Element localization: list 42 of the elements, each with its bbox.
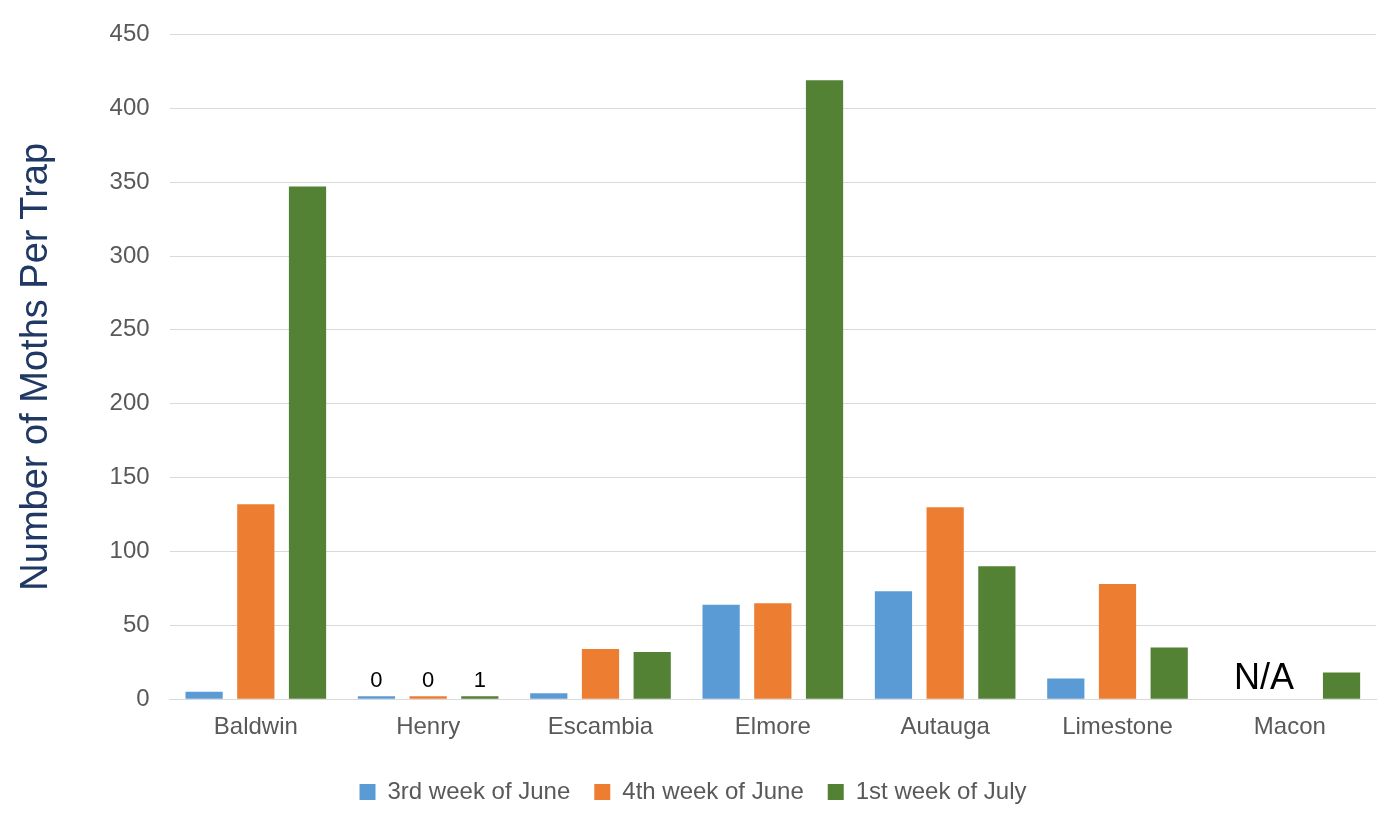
bar — [530, 693, 568, 699]
y-tick-label: 150 — [109, 462, 150, 490]
data-label: 0 — [422, 667, 435, 693]
bar — [702, 604, 740, 699]
x-tick-label: Limestone — [1062, 712, 1173, 740]
bar — [461, 696, 499, 699]
y-tick-label: 250 — [109, 314, 150, 342]
bar — [185, 691, 223, 699]
x-tick-label: Macon — [1253, 712, 1326, 740]
legend-label: 4th week of June — [622, 776, 804, 804]
x-tick-label: Autauga — [900, 712, 991, 740]
bar — [1322, 672, 1361, 699]
bar — [581, 648, 620, 699]
y-tick-label: 200 — [109, 388, 150, 416]
y-tick-label: 300 — [109, 240, 150, 268]
x-tick-label: Baldwin — [213, 712, 298, 740]
bar — [978, 566, 1016, 699]
data-label: 1 — [473, 667, 486, 693]
bar — [237, 504, 275, 699]
bar — [1047, 678, 1085, 699]
annotation: N/A — [1233, 656, 1294, 698]
bar — [288, 186, 327, 699]
bar — [1150, 647, 1188, 699]
bar — [633, 651, 671, 699]
bar — [1098, 583, 1137, 699]
y-tick-label: 450 — [109, 19, 150, 47]
x-tick-label: Escambia — [547, 712, 654, 740]
bar — [874, 591, 913, 699]
y-tick-label: 350 — [109, 166, 150, 194]
y-tick-label: 50 — [122, 609, 150, 637]
legend-label: 3rd week of June — [387, 776, 571, 804]
x-tick-label: Elmore — [734, 712, 811, 740]
y-tick-label: 0 — [136, 683, 150, 711]
bar — [926, 507, 964, 699]
bar — [754, 603, 792, 699]
y-tick-label: 400 — [109, 92, 150, 120]
data-label: 0 — [370, 667, 383, 693]
x-tick-label: Henry — [396, 712, 461, 740]
legend-label: 1st week of July — [855, 776, 1027, 804]
y-axis-title: Number of Moths Per Trap — [13, 142, 56, 591]
y-tick-label: 100 — [109, 536, 150, 564]
bar — [805, 80, 844, 699]
